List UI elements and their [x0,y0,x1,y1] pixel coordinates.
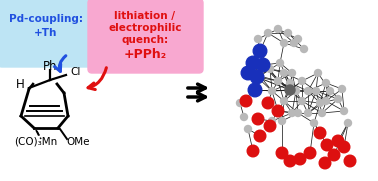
Circle shape [240,95,252,107]
Circle shape [280,98,288,104]
Circle shape [319,110,325,117]
Circle shape [322,98,330,104]
Text: OMe: OMe [66,137,90,147]
Circle shape [293,87,299,94]
Text: Ph: Ph [43,60,57,73]
Circle shape [327,87,333,94]
Circle shape [241,66,255,80]
Circle shape [321,139,333,151]
Circle shape [344,119,352,127]
Circle shape [294,110,302,117]
Circle shape [252,113,264,125]
Text: +Th: +Th [34,28,58,38]
Circle shape [332,135,344,147]
Circle shape [280,70,288,77]
Circle shape [314,70,322,77]
Circle shape [253,44,267,58]
Text: quench:: quench: [121,35,169,45]
Circle shape [268,87,276,94]
Circle shape [256,58,270,72]
Circle shape [322,79,330,87]
Circle shape [254,130,266,142]
Circle shape [285,30,291,37]
Circle shape [339,85,345,92]
Circle shape [285,85,295,95]
Circle shape [248,83,262,97]
Circle shape [284,155,296,167]
Circle shape [274,77,282,85]
Circle shape [257,73,263,79]
Circle shape [288,70,296,77]
Circle shape [288,110,296,117]
Circle shape [264,120,276,132]
Circle shape [279,117,285,125]
Text: H: H [15,79,24,92]
Circle shape [268,117,276,125]
Circle shape [237,100,243,106]
Circle shape [262,97,274,109]
Circle shape [272,105,284,117]
Circle shape [276,60,284,66]
Text: (CO)₃Mn: (CO)₃Mn [14,137,57,147]
Text: Pd-coupling:: Pd-coupling: [9,14,83,24]
FancyBboxPatch shape [0,0,94,67]
Text: +PPh₂: +PPh₂ [124,47,167,60]
Circle shape [304,147,316,159]
Circle shape [240,113,248,121]
Circle shape [280,39,288,47]
Circle shape [319,157,331,169]
Circle shape [328,149,340,161]
Circle shape [245,125,251,132]
Circle shape [266,66,274,73]
Circle shape [276,147,288,159]
Circle shape [294,153,306,165]
FancyBboxPatch shape [88,0,203,73]
Text: lithiation /: lithiation / [115,11,175,21]
Circle shape [301,45,307,52]
Circle shape [305,110,311,117]
Circle shape [250,70,264,84]
Circle shape [287,79,293,87]
Circle shape [338,141,350,153]
Text: electrophilic: electrophilic [108,23,182,33]
Circle shape [314,127,326,139]
Circle shape [316,100,324,106]
Circle shape [299,77,305,85]
Circle shape [305,87,311,94]
Circle shape [294,35,302,43]
Circle shape [274,108,282,115]
Circle shape [310,119,318,127]
Circle shape [254,35,262,43]
Circle shape [341,108,347,115]
Text: Cl: Cl [70,67,81,77]
Circle shape [335,96,341,102]
Circle shape [274,26,282,33]
Circle shape [265,30,271,37]
Circle shape [313,87,319,94]
Circle shape [299,98,305,104]
Circle shape [247,145,259,157]
Circle shape [246,56,260,70]
Circle shape [291,39,297,47]
Circle shape [344,155,356,167]
